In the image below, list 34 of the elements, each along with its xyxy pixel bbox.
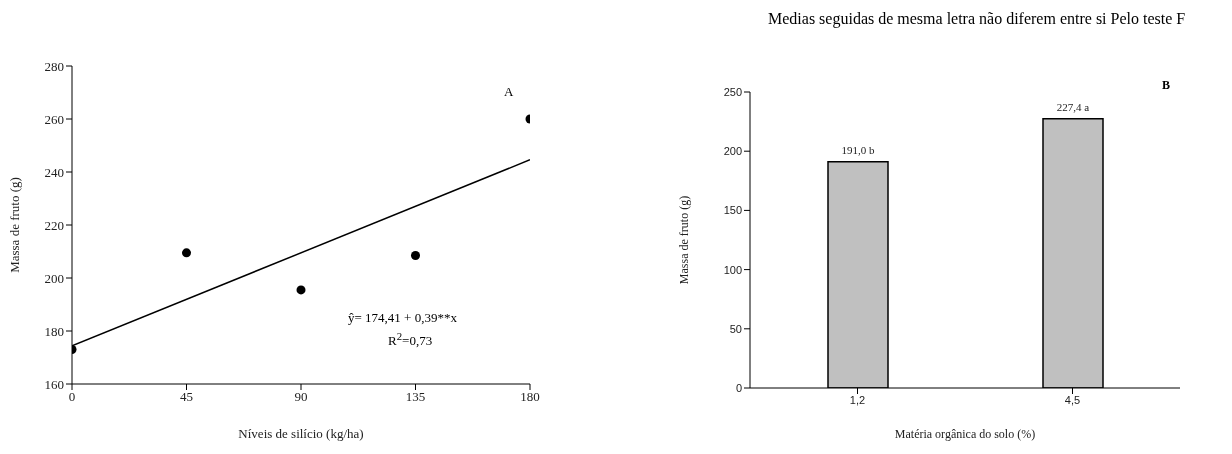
y-tick-label: 50 bbox=[729, 322, 742, 335]
y-tick-label: 0 bbox=[735, 381, 742, 394]
x-tick-label: 45 bbox=[180, 389, 193, 405]
x-axis-title: Níveis de silício (kg/ha) bbox=[238, 426, 364, 441]
y-tick-label: 150 bbox=[723, 204, 742, 217]
y-tick-label: 200 bbox=[723, 145, 742, 158]
text: Medias seguidas de mesma letra não diferem entre si Pelo teste F bbox=[768, 10, 1186, 28]
annotation: ŷ= 174,41 + 0,39**x bbox=[348, 310, 457, 326]
y-tick-label: 200 bbox=[44, 270, 64, 286]
x-tick-label: 90 bbox=[294, 389, 308, 405]
annotation: B bbox=[1162, 78, 1171, 93]
y-axis-title: Massa de fruto (g) bbox=[6, 177, 22, 273]
x-tick-label: 0 bbox=[68, 389, 76, 405]
x-tick-label: 4,5 bbox=[1064, 393, 1081, 406]
x-tick-label: 180 bbox=[520, 389, 540, 405]
x-axis-title: Matéria orgânica do solo (%) bbox=[894, 427, 1036, 441]
y-tick-label: 250 bbox=[723, 85, 742, 98]
annotation: A bbox=[504, 84, 514, 100]
annotation: R$^{2}$=0,73 bbox=[388, 330, 433, 350]
y-tick-label: 180 bbox=[44, 323, 64, 339]
y-tick-label: 240 bbox=[44, 164, 64, 180]
x-tick-label: 135 bbox=[405, 389, 426, 405]
point bbox=[181, 248, 192, 258]
x-tick-label: 1,2 bbox=[849, 393, 866, 406]
data-label: 227,4 a bbox=[1056, 100, 1090, 113]
y-tick-label: 220 bbox=[44, 217, 64, 233]
y-tick-label: 160 bbox=[44, 376, 64, 392]
point bbox=[296, 285, 306, 295]
data-label: 191,0 b bbox=[841, 143, 875, 156]
y-axis-title: Massa de fruto (g) bbox=[677, 195, 692, 285]
y-tick-label: 280 bbox=[44, 58, 64, 74]
y-tick-label: 260 bbox=[44, 111, 64, 127]
y-tick-label: 100 bbox=[723, 263, 742, 276]
point bbox=[410, 250, 421, 260]
